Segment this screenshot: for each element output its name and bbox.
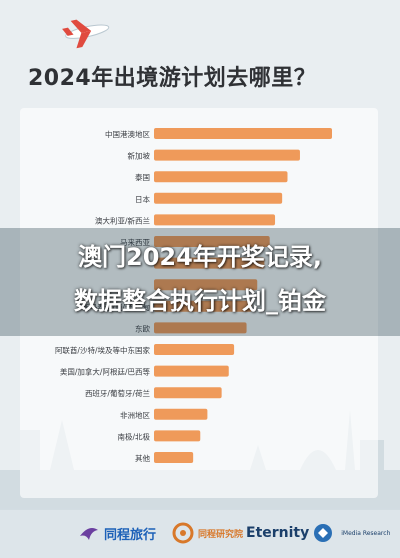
category-label: 日本 [135, 194, 150, 204]
category-label: 南极/北极 [117, 431, 150, 441]
headline-overlay [0, 228, 400, 336]
bar [154, 430, 201, 442]
category-label: 美国/加拿大/阿根廷/巴西等 [60, 367, 151, 377]
category-label: 新马泰越/柬/老/缅甸 [82, 302, 150, 312]
bar [154, 236, 270, 247]
bar [154, 452, 194, 463]
bar [154, 257, 265, 269]
bar [154, 128, 332, 139]
category-label: 澳大利亚/新西兰 [95, 215, 151, 225]
eternity-logo-subtext: iMedia Research [341, 529, 391, 537]
tongcheng-logo-text: 同程旅行 [104, 527, 157, 543]
footer-bar [0, 510, 400, 558]
eternity-logo: Eternity iMedia Research [246, 519, 390, 547]
bar [154, 214, 276, 226]
category-label: 马来西亚 [120, 238, 150, 247]
category-label: 中国港澳地区 [105, 129, 150, 139]
category-label: 泰国 [135, 172, 150, 182]
category-label: 其他 [135, 453, 150, 463]
category-label: 非洲地区 [120, 410, 150, 420]
bar [154, 149, 300, 161]
category-label: 东欧 [135, 323, 150, 333]
bar [154, 365, 229, 377]
tongcheng-logo: 同程旅行 [78, 519, 156, 547]
category-label: 新加坡 [128, 151, 151, 161]
bar [154, 344, 235, 355]
bar [154, 322, 247, 334]
headline-line-2: 数据整合执行计划_铂金 [74, 287, 326, 315]
bar [154, 279, 258, 291]
bar [154, 408, 208, 420]
bar [154, 387, 222, 399]
research-logo-text: 同程研究院 [198, 529, 244, 540]
research-logo: 同程研究院 [172, 519, 243, 547]
category-label: 阿联酋/沙特/埃及等中东国家 [55, 345, 151, 355]
airplane-icon [62, 19, 110, 49]
bar [154, 300, 252, 312]
category-label: 西班牙/葡萄牙/荷兰 [85, 388, 151, 398]
chart-panel: 中国港澳地区新加坡泰国日本澳大利亚/新西兰马来西亚新马泰越/柬/老/缅甸东欧阿联… [20, 108, 378, 498]
headline-line-1: 澳门2024年开奖记录, [78, 243, 322, 271]
bar [154, 192, 283, 204]
eternity-logo-text: Eternity [246, 525, 310, 541]
eternity-logo-icon [314, 524, 333, 542]
research-logo-icon [172, 522, 194, 544]
tongcheng-logo-icon [80, 528, 98, 540]
bar [154, 171, 288, 183]
bar-chart: 中国港澳地区新加坡泰国日本澳大利亚/新西兰马来西亚新马泰越/柬/老/缅甸东欧阿联… [55, 128, 332, 463]
chart-title: 2024年出境游计划去哪里？ [28, 66, 317, 91]
